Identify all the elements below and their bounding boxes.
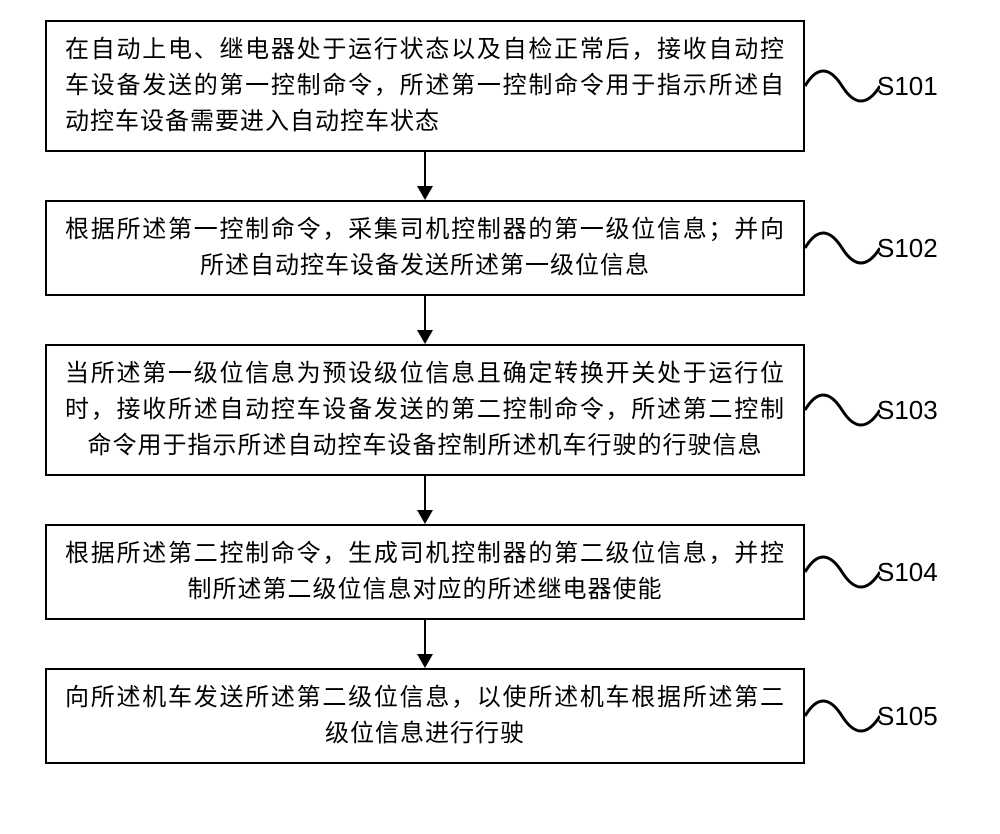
step-box-2: 根据所述第一控制命令，采集司机控制器的第一级位信息；并向所述自动控车设备发送所述… xyxy=(45,200,805,296)
step-row: 在自动上电、继电器处于运行状态以及自检正常后，接收自动控车设备发送的第一控制命令… xyxy=(0,20,1000,152)
step-row: 向所述机车发送所述第二级位信息，以使所述机车根据所述第二级位信息进行行驶 S10… xyxy=(0,668,1000,764)
flowchart-container: 在自动上电、继电器处于运行状态以及自检正常后，接收自动控车设备发送的第一控制命令… xyxy=(0,20,1000,764)
step-box-1: 在自动上电、继电器处于运行状态以及自检正常后，接收自动控车设备发送的第一控制命令… xyxy=(45,20,805,152)
step-text: 向所述机车发送所述第二级位信息，以使所述机车根据所述第二级位信息进行行驶 xyxy=(65,680,785,752)
arrow-head-icon xyxy=(417,186,433,200)
arrow-2 xyxy=(417,296,433,344)
step-label: S105 xyxy=(877,701,938,732)
arrow-line xyxy=(424,620,426,654)
arrow-3 xyxy=(417,476,433,524)
step-row: 根据所述第一控制命令，采集司机控制器的第一级位信息；并向所述自动控车设备发送所述… xyxy=(0,200,1000,296)
arrow-head-icon xyxy=(417,510,433,524)
arrow-4 xyxy=(417,620,433,668)
step-label: S101 xyxy=(877,71,938,102)
wave-icon xyxy=(805,223,880,273)
step-text: 在自动上电、继电器处于运行状态以及自检正常后，接收自动控车设备发送的第一控制命令… xyxy=(65,32,785,140)
arrow-1 xyxy=(417,152,433,200)
step-box-4: 根据所述第二控制命令，生成司机控制器的第二级位信息，并控制所述第二级位信息对应的… xyxy=(45,524,805,620)
step-label: S102 xyxy=(877,233,938,264)
arrow-head-icon xyxy=(417,330,433,344)
step-label: S103 xyxy=(877,395,938,426)
step-text: 根据所述第一控制命令，采集司机控制器的第一级位信息；并向所述自动控车设备发送所述… xyxy=(65,212,785,284)
arrow-line xyxy=(424,296,426,330)
wave-icon xyxy=(805,691,880,741)
step-row: 根据所述第二控制命令，生成司机控制器的第二级位信息，并控制所述第二级位信息对应的… xyxy=(0,524,1000,620)
step-row: 当所述第一级位信息为预设级位信息且确定转换开关处于运行位时，接收所述自动控车设备… xyxy=(0,344,1000,476)
arrow-line xyxy=(424,152,426,186)
step-label: S104 xyxy=(877,557,938,588)
wave-icon xyxy=(805,385,880,435)
step-text: 当所述第一级位信息为预设级位信息且确定转换开关处于运行位时，接收所述自动控车设备… xyxy=(65,356,785,464)
step-box-5: 向所述机车发送所述第二级位信息，以使所述机车根据所述第二级位信息进行行驶 xyxy=(45,668,805,764)
step-box-3: 当所述第一级位信息为预设级位信息且确定转换开关处于运行位时，接收所述自动控车设备… xyxy=(45,344,805,476)
step-text: 根据所述第二控制命令，生成司机控制器的第二级位信息，并控制所述第二级位信息对应的… xyxy=(65,536,785,608)
arrow-line xyxy=(424,476,426,510)
wave-icon xyxy=(805,61,880,111)
arrow-head-icon xyxy=(417,654,433,668)
wave-icon xyxy=(805,547,880,597)
